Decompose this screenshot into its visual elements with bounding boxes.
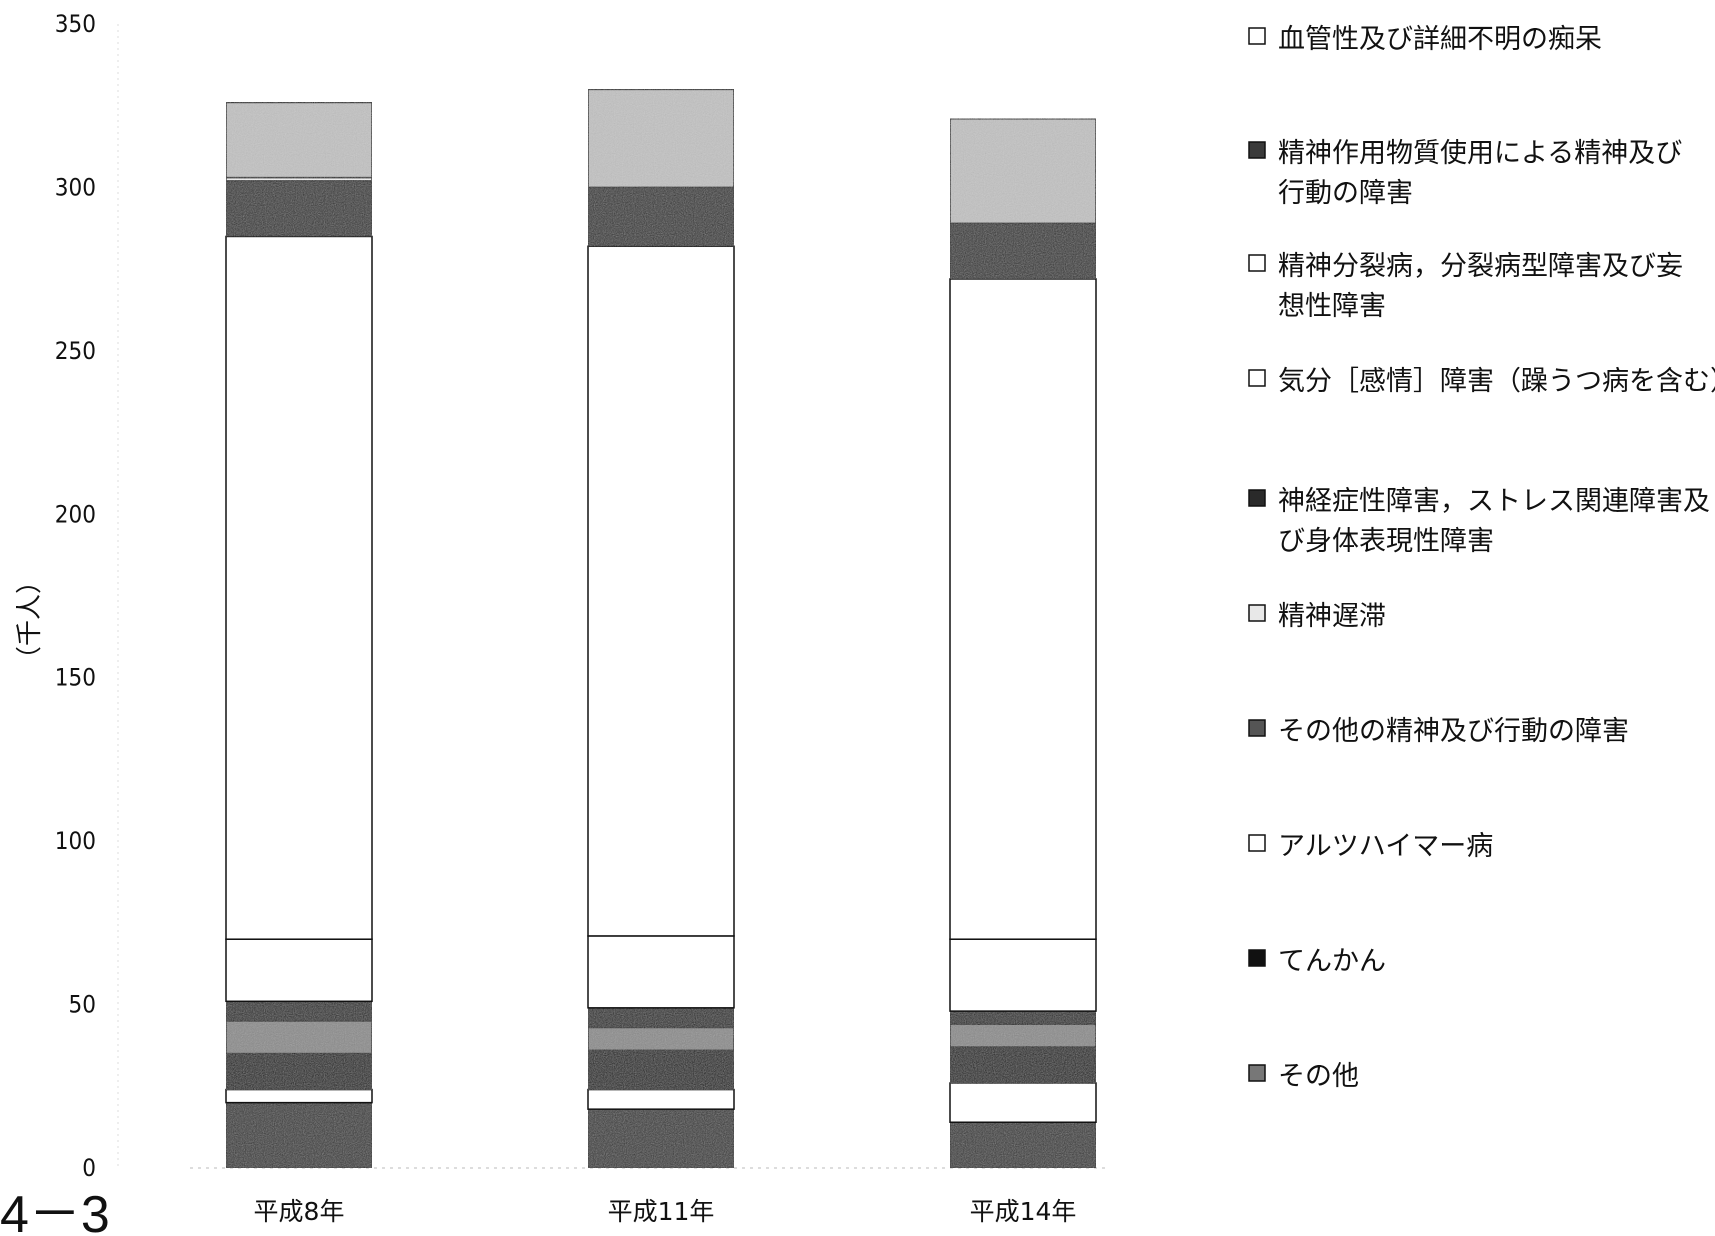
bars <box>225 88 1097 1169</box>
y-tick-label: 50 <box>69 991 96 1019</box>
x-category-label: 平成14年 <box>970 1197 1077 1226</box>
legend-label: 行動の障害 <box>1278 178 1413 209</box>
bar-segment <box>225 938 373 1003</box>
bar-segment <box>949 1121 1097 1169</box>
legend-swatch <box>1248 254 1266 272</box>
bar-segment <box>949 1010 1097 1025</box>
legend-label: アルツハイマー病 <box>1278 831 1493 862</box>
legend-entry: 気分［感情］障害（躁うつ病を含む） <box>1248 366 1715 397</box>
legend-entry: アルツハイマー病 <box>1248 831 1493 862</box>
bar-segment <box>225 1020 373 1055</box>
x-category-label: 平成11年 <box>608 1197 715 1226</box>
bar-segment <box>587 1007 735 1029</box>
legend-label: 神経症性障害，ストレス関連障害及 <box>1278 486 1710 517</box>
bar-segment <box>587 245 735 937</box>
legend-label: その他 <box>1278 1061 1359 1092</box>
bar-segment <box>587 1108 735 1169</box>
bar-segment <box>949 938 1097 1012</box>
legend: 血管性及び詳細不明の痴呆精神作用物質使用による精神及び行動の障害精神分裂病，分裂… <box>1248 24 1715 1092</box>
bar-segment <box>225 1088 373 1104</box>
legend-swatch <box>1248 834 1266 852</box>
y-tick-label: 300 <box>55 173 96 201</box>
bar-segment <box>587 1049 735 1091</box>
legend-label: 精神遅滞 <box>1278 601 1386 632</box>
bar-stack <box>949 118 1097 1169</box>
bar-segment <box>587 1088 735 1110</box>
bar-segment <box>587 88 735 189</box>
y-tick-label: 350 <box>55 10 96 38</box>
y-tick-label: 200 <box>55 500 96 528</box>
y-tick-label: 150 <box>55 664 96 692</box>
legend-swatch <box>1248 604 1266 622</box>
bar-segment <box>587 1026 735 1052</box>
legend-label: 想性障害 <box>1278 291 1386 322</box>
bar-segment <box>225 180 373 238</box>
legend-entry: その他の精神及び行動の障害 <box>1248 716 1629 747</box>
legend-label: 精神分裂病，分裂病型障害及び妄 <box>1278 251 1683 282</box>
y-tick-label: 0 <box>82 1154 96 1182</box>
x-category-label: 平成8年 <box>254 1197 345 1226</box>
y-tick-label: 100 <box>55 827 96 855</box>
legend-label: 精神作用物質使用による精神及び <box>1278 138 1682 169</box>
legend-label: てんかん <box>1278 946 1386 977</box>
y-axis-label: （千人） <box>15 568 45 672</box>
y-tick-label: 250 <box>55 337 96 365</box>
legend-entry: 精神遅滞 <box>1248 601 1386 632</box>
bar-segment <box>225 1000 373 1022</box>
legend-swatch <box>1248 369 1266 387</box>
bar-segment <box>949 222 1097 280</box>
bar-segment <box>225 235 373 940</box>
legend-swatch <box>1248 1064 1266 1082</box>
bar-segment <box>949 1046 1097 1084</box>
bar-segment <box>225 1101 373 1169</box>
figure-number: 4－3 <box>0 1186 110 1236</box>
legend-swatch <box>1248 719 1266 737</box>
bar-stack <box>587 88 735 1169</box>
legend-label: び身体表現性障害 <box>1278 526 1494 557</box>
legend-swatch <box>1248 489 1266 507</box>
bar-segment <box>949 278 1097 940</box>
legend-entry: 血管性及び詳細不明の痴呆 <box>1248 24 1602 55</box>
x-axis-categories: 平成8年 平成11年 平成14年 <box>254 1197 1077 1226</box>
legend-swatch <box>1248 949 1266 967</box>
legend-entry: てんかん <box>1248 946 1386 977</box>
legend-swatch <box>1248 27 1266 45</box>
legend-label: 気分［感情］障害（躁うつ病を含む） <box>1278 366 1715 397</box>
bar-segment <box>587 935 735 1009</box>
bar-segment <box>949 1023 1097 1048</box>
bar-segment <box>225 101 373 179</box>
bar-segment <box>949 118 1097 225</box>
legend-label: その他の精神及び行動の障害 <box>1278 716 1629 747</box>
bar-segment <box>949 1082 1097 1123</box>
legend-entry: その他 <box>1248 1061 1359 1092</box>
legend-swatch <box>1248 141 1266 159</box>
bar-stack <box>225 101 373 1169</box>
bar-segment <box>587 186 735 248</box>
legend-label: 血管性及び詳細不明の痴呆 <box>1278 24 1602 55</box>
bar-segment <box>225 1052 373 1091</box>
